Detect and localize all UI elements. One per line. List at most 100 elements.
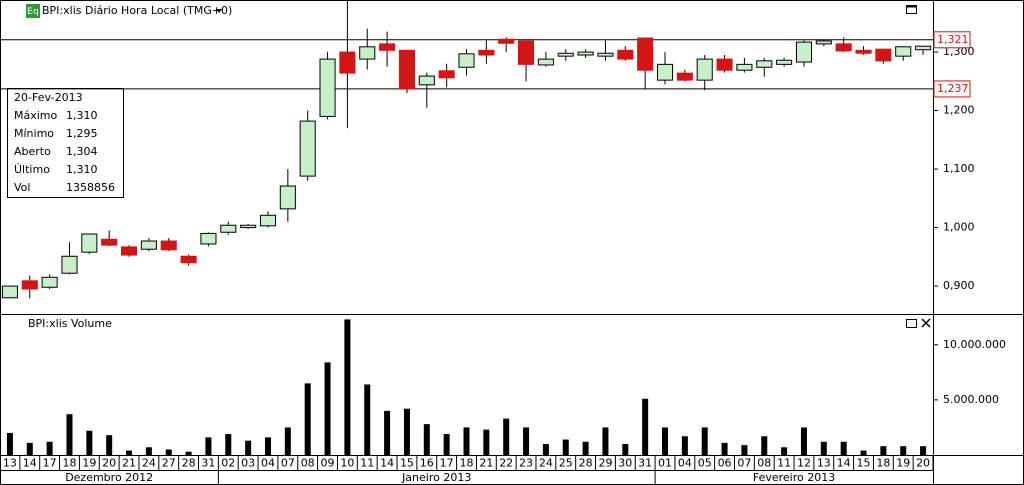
x-tick-label: 04 [678, 457, 692, 470]
x-tick-label: 20 [102, 457, 116, 470]
x-tick-label: 07 [737, 457, 751, 470]
volume-bar [324, 362, 331, 455]
volume-bar [423, 424, 430, 455]
volume-bar [304, 383, 311, 455]
candle-body [299, 120, 316, 177]
x-tick-label: 14 [23, 457, 37, 470]
candle-body [915, 45, 932, 51]
candle-body [518, 40, 535, 65]
candle-body [61, 255, 78, 274]
chart-title: BPI:xlis Diário Hora Local (TMG+0) [42, 4, 232, 17]
volume-bar [622, 443, 629, 455]
candle-body [120, 246, 138, 256]
volume-bar [662, 427, 669, 455]
candle-body [875, 48, 892, 62]
candle-body [279, 185, 296, 210]
x-tick-label: 21 [122, 457, 136, 470]
volume-bar [523, 427, 530, 455]
volume-bar [721, 442, 728, 455]
volume-bar [483, 429, 490, 455]
volume-bar [463, 427, 470, 455]
volume-bar [106, 435, 113, 455]
x-tick-label: 11 [360, 457, 374, 470]
candle-body [359, 46, 376, 60]
volume-bar [860, 450, 867, 455]
x-tick-label: 25 [559, 457, 573, 470]
x-tick-label: 21 [479, 457, 493, 470]
candle-body [220, 224, 237, 233]
x-tick-label: 27 [162, 457, 176, 470]
x-tick-label: 17 [43, 457, 57, 470]
badge-bg [26, 4, 40, 18]
info-box: 20-Fev-2013 Máximo 1,310 Mínimo 1,295 Aberto… [7, 88, 124, 198]
x-tick-label: 01 [658, 457, 672, 470]
volume-bar [642, 398, 649, 455]
info-key: Aberto [14, 145, 51, 158]
x-tick-label: 13 [817, 457, 831, 470]
candle-body [855, 49, 872, 54]
volume-bar [344, 319, 351, 455]
x-tick-label: 18 [460, 457, 474, 470]
y-tick-label: 1,300 [943, 45, 975, 58]
volume-bar [86, 430, 93, 455]
info-key: Último [14, 163, 50, 176]
volume-title: BPI:xlis Volume [28, 317, 112, 330]
x-tick-label: 13 [3, 457, 17, 470]
volume-bar [582, 441, 589, 455]
close-button[interactable] [921, 318, 931, 328]
badge: Eq [27, 7, 38, 17]
info-box-frame [7, 88, 124, 198]
volume-bar [185, 451, 192, 455]
info-key: Mínimo [14, 127, 54, 140]
candle-body [438, 70, 455, 79]
candle-body [200, 232, 217, 245]
x-tick-label: 24 [142, 457, 156, 470]
month-label: Fevereiro 2013 [753, 471, 835, 484]
x-tick-label: 20 [916, 457, 930, 470]
volume-bar [880, 446, 887, 455]
dropdown-arrow[interactable] [216, 9, 222, 13]
candle-body [478, 49, 495, 56]
x-tick-label: 14 [837, 457, 851, 470]
info-value: 1,295 [66, 127, 98, 140]
volume-bar [145, 447, 152, 455]
candle-body [577, 51, 594, 56]
candle-body [418, 75, 435, 86]
volume-bar [225, 434, 232, 455]
month-label: Dezembro 2012 [65, 471, 153, 484]
level-label-box [933, 31, 971, 49]
y-tick-label: 5.000.000 [943, 393, 999, 406]
x-tick-label: 18 [62, 457, 76, 470]
x-tick-label: 17 [440, 457, 454, 470]
volume-bar [245, 440, 252, 455]
volume-bar [165, 449, 172, 455]
volume-bar [264, 437, 271, 455]
candle-body [537, 58, 554, 66]
y-tick-label: 1,100 [943, 162, 975, 175]
volume-bar [681, 436, 688, 455]
info-value: 1,304 [66, 145, 98, 158]
x-tick-label: 14 [380, 457, 394, 470]
info-value: 1358856 [66, 181, 115, 194]
volume-bar [66, 414, 73, 455]
candle-body [319, 58, 336, 117]
volume-bar [900, 446, 907, 455]
maximize-button[interactable] [906, 319, 917, 328]
volume-bar [6, 432, 13, 455]
x-tick-label: 08 [301, 457, 315, 470]
candle-body [240, 224, 257, 229]
candle-body [716, 58, 733, 71]
x-tick-label: 28 [579, 457, 593, 470]
volume-bar [46, 441, 53, 455]
candle-body [756, 60, 773, 68]
y-tick-label: 1,200 [943, 104, 975, 117]
volume-bar [443, 434, 450, 455]
volume-bar [403, 408, 410, 455]
volume-bar [741, 445, 748, 455]
candle-body [835, 43, 852, 52]
candle-body [498, 38, 515, 44]
x-tick-label: 19 [896, 457, 910, 470]
candle-body [259, 214, 277, 227]
info-key: Vol [14, 181, 30, 194]
